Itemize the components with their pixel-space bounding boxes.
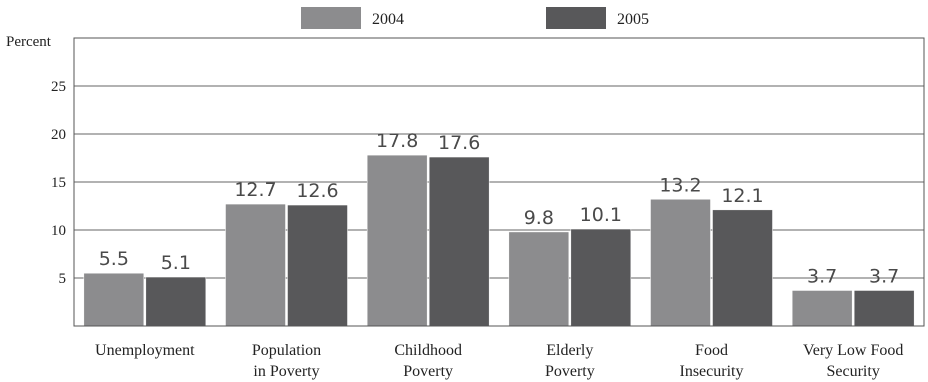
bar-2005 (287, 204, 348, 327)
x-tick-label-line: Elderly (546, 342, 593, 359)
bar-2005 (712, 209, 773, 327)
x-tick-label-line: Food (695, 342, 728, 359)
data-label: 3.7 (807, 265, 837, 287)
x-tick-label: Unemployment (95, 342, 195, 359)
bar-2005 (145, 276, 207, 327)
x-tick-label-line: Childhood (394, 342, 462, 359)
y-tick-label: 25 (51, 79, 66, 95)
data-labels: 5.5 5.1 12.7 12.6 17.8 17.6 9.8 10.1 13.2 12.1 3.7… (99, 130, 900, 287)
bar-2004 (83, 272, 145, 327)
legend-label-2005: 2005 (617, 11, 649, 28)
x-axis-ticks: Unemployment Population in Poverty Childhoo… (95, 342, 903, 380)
legend: 2004 2005 (301, 7, 649, 29)
data-label: 5.5 (99, 248, 129, 270)
bars (83, 154, 915, 327)
legend-swatch-2004 (301, 7, 361, 29)
x-tick-label-line: Unemployment (95, 342, 195, 359)
gridlines (74, 85, 924, 279)
x-tick-label: Elderly Poverty (545, 342, 595, 380)
bar-2004 (366, 154, 428, 327)
bar-2004 (791, 290, 853, 327)
bar-2005 (570, 228, 632, 327)
y-tick-label: 20 (51, 127, 66, 143)
data-label: 17.6 (438, 132, 480, 154)
y-tick-label: 5 (59, 271, 67, 287)
y-tick-label: 15 (51, 175, 66, 191)
data-label: 12.6 (296, 180, 338, 202)
x-tick-label-line: Insecurity (680, 363, 744, 380)
bar-2005 (853, 290, 915, 327)
x-tick-label-line: Very Low Food (803, 342, 903, 359)
bar-2004 (650, 199, 711, 327)
y-axis-ticks: 5 10 15 20 25 (51, 79, 66, 287)
legend-swatch-2005 (546, 7, 606, 29)
bar-2005 (428, 156, 490, 327)
plot-frame (73, 37, 925, 327)
x-tick-label: Very Low Food Security (803, 342, 903, 380)
x-tick-label: Food Insecurity (680, 342, 744, 380)
x-tick-label: Population in Poverty (252, 342, 321, 380)
bar-2004 (508, 231, 570, 327)
x-tick-label-line: Poverty (403, 363, 453, 380)
data-label: 5.1 (161, 252, 191, 274)
data-label: 12.1 (721, 185, 763, 207)
data-label: 12.7 (234, 179, 276, 201)
x-tick-label-line: in Poverty (253, 363, 319, 380)
data-label: 13.2 (659, 174, 701, 196)
data-label: 17.8 (376, 130, 418, 152)
data-label: 3.7 (869, 265, 899, 287)
x-tick-label-line: Population (252, 342, 321, 359)
y-tick-label: 10 (51, 223, 66, 239)
legend-label-2004: 2004 (372, 11, 404, 28)
y-axis-label: Percent (6, 34, 52, 50)
data-label: 10.1 (580, 204, 622, 226)
x-tick-label: Childhood Poverty (394, 342, 462, 380)
x-tick-label-line: Security (827, 363, 880, 380)
bar-2004 (225, 203, 286, 327)
data-label: 9.8 (524, 207, 554, 229)
x-tick-label-line: Poverty (545, 363, 595, 380)
